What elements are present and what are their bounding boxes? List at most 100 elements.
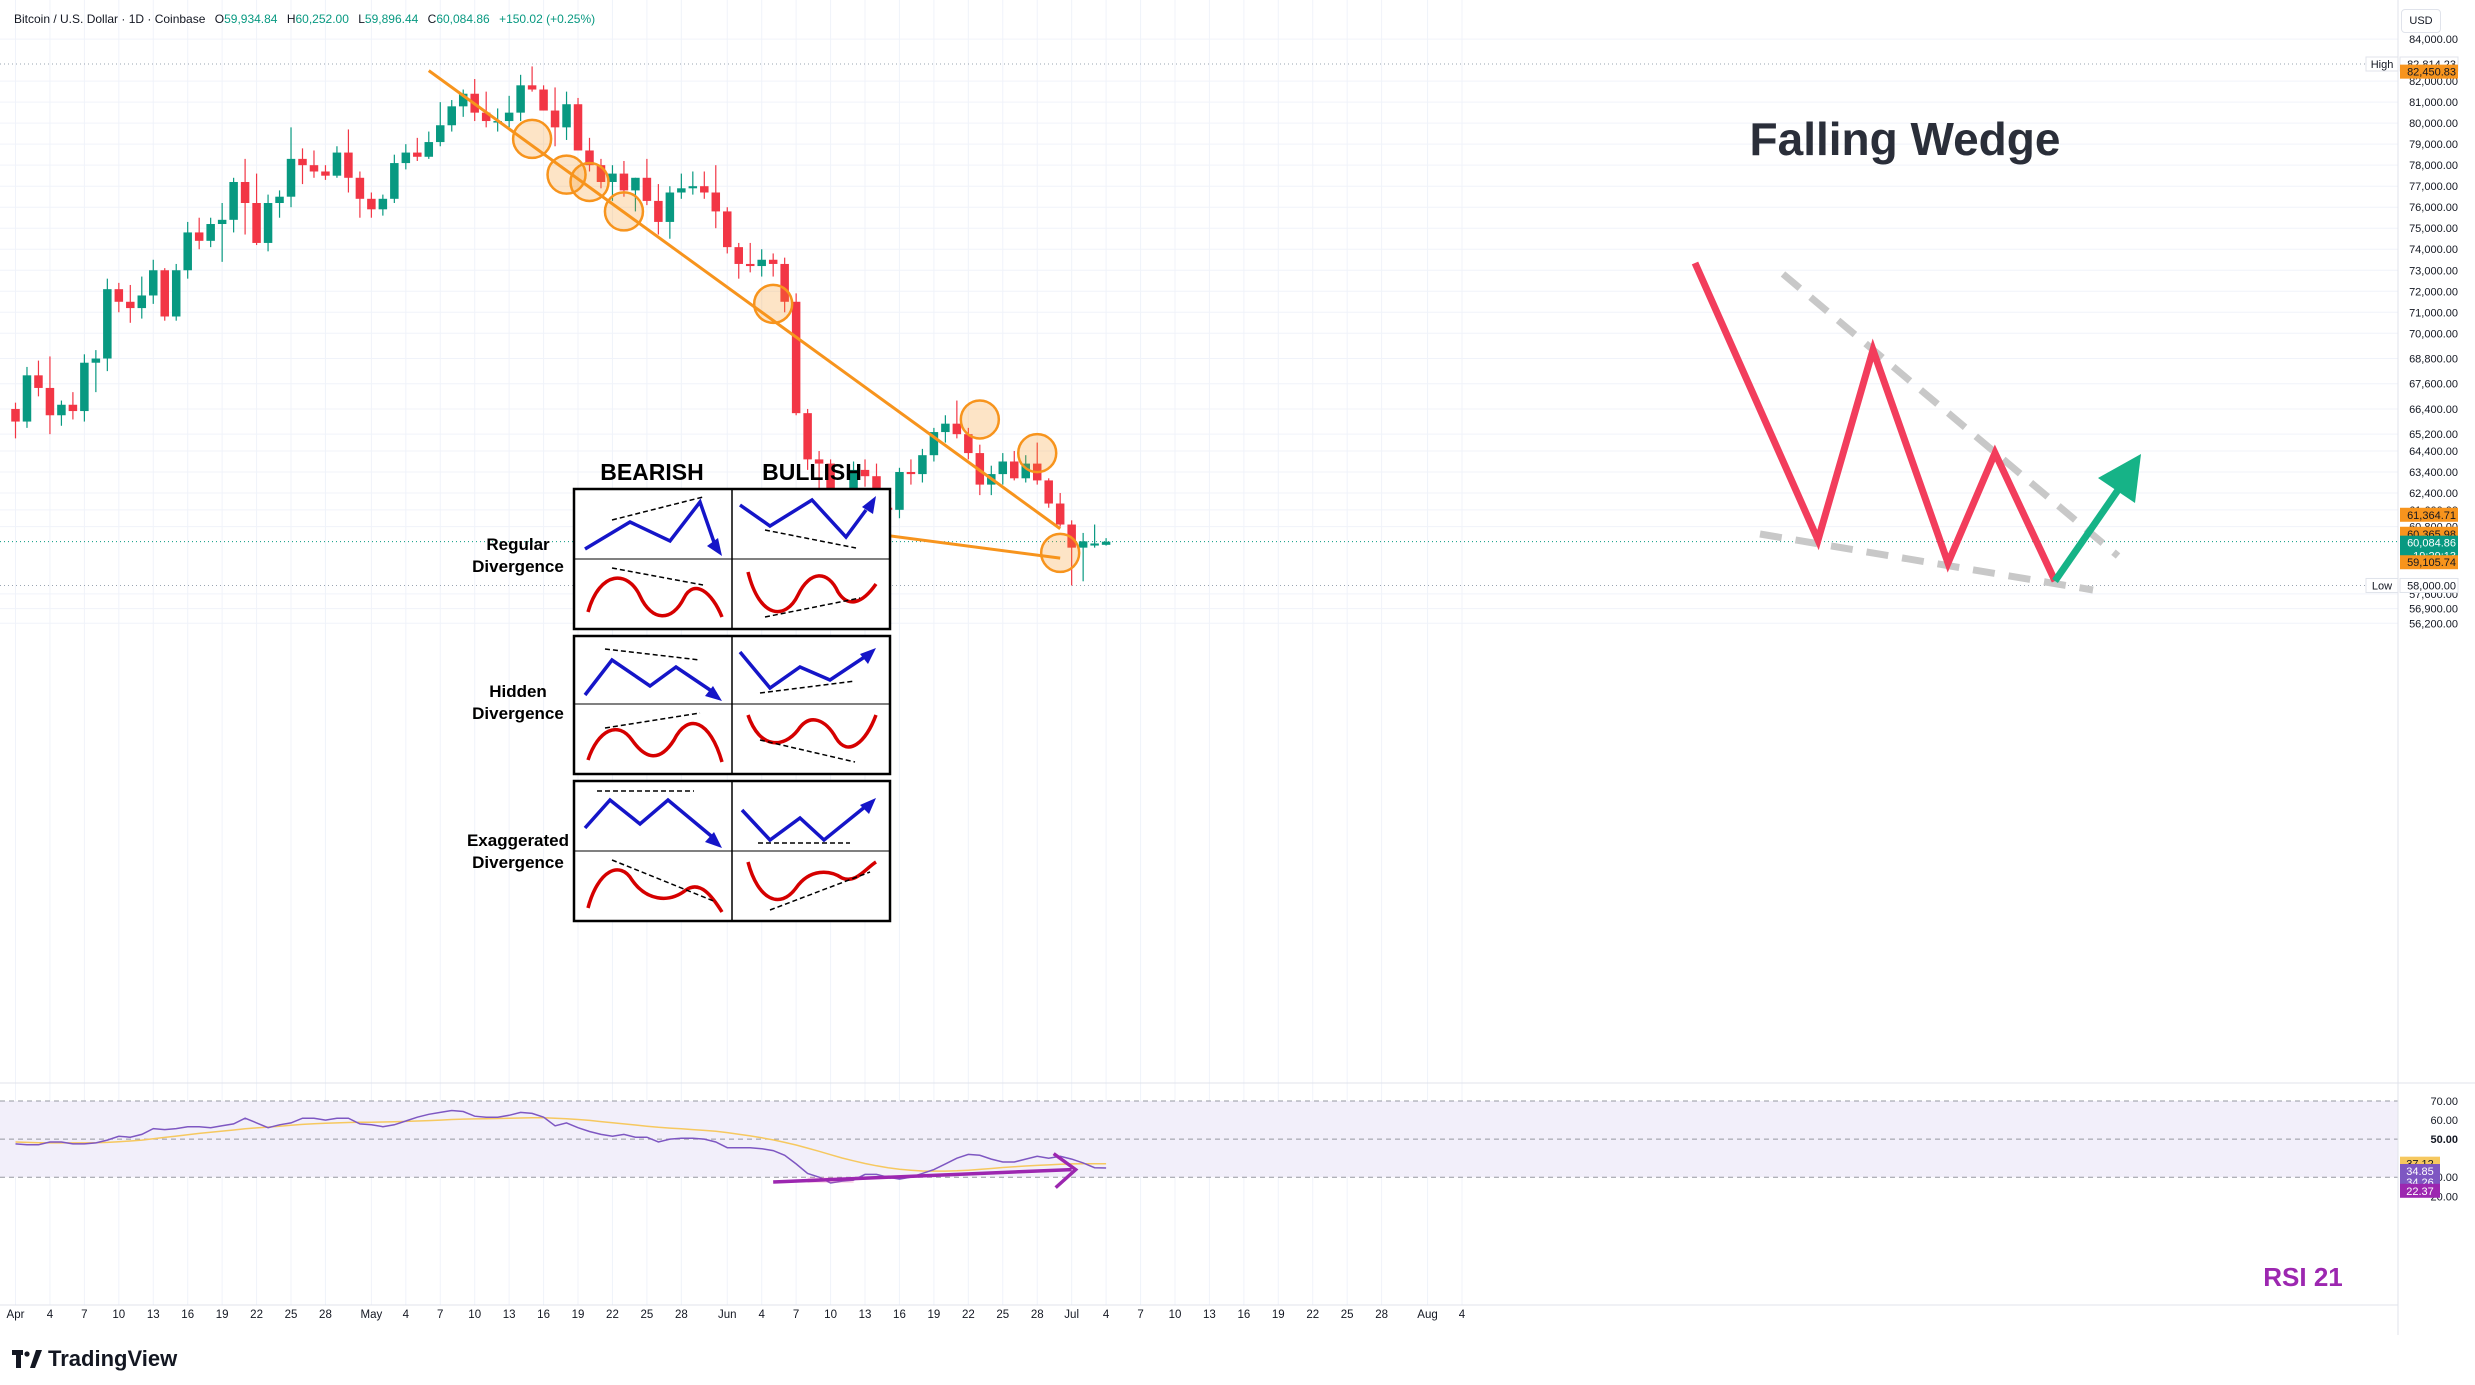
candle-body (952, 423, 962, 435)
candle-body (390, 163, 399, 199)
candle-body (57, 404, 66, 416)
rsi-panel-background (0, 1100, 2398, 1178)
touch-point-circle (752, 283, 794, 325)
exaggerated-bearish-price-line (583, 797, 718, 842)
hidden-bearish-arrow-head (705, 686, 722, 701)
breakout-arrow-shaft (2052, 488, 2121, 583)
candle-body (458, 93, 468, 107)
candle-body (252, 203, 261, 243)
chart-title: Falling Wedge (1750, 113, 2061, 165)
price-tick-label: 80,000.00 (2409, 118, 2458, 130)
price-tick-label: 72,000.00 (2409, 286, 2458, 298)
candle-body (860, 469, 870, 477)
time-tick-label: 7 (793, 1309, 799, 1321)
hidden-bullish-price-line (738, 650, 867, 691)
candle-body (619, 173, 629, 191)
candle-body (768, 259, 778, 264)
candle-body (11, 408, 20, 422)
rsi-value-label-bg (2400, 1183, 2440, 1198)
time-tick-label: 13 (1203, 1309, 1216, 1321)
hidden-bullish-osc-dashed (759, 739, 856, 763)
candle-body (1055, 503, 1065, 525)
candle-body (906, 471, 916, 475)
candle-body (677, 188, 686, 193)
candle-body (332, 152, 342, 176)
time-tick-label: 22 (606, 1309, 619, 1321)
candle-body (160, 270, 169, 317)
price-tick-label: 65,200.00 (2409, 429, 2458, 441)
time-tick-label: Aug (1417, 1309, 1437, 1321)
candle-body (1010, 461, 1019, 479)
candle-body (217, 219, 227, 225)
exaggerated-bearish-osc-curve (586, 868, 724, 913)
rsi-value-label-bg (2400, 1163, 2440, 1178)
candle-body (275, 196, 284, 204)
falling-wedge-illustration (1691, 261, 2141, 594)
touch-point-circle (569, 161, 610, 203)
candle-body (229, 181, 238, 220)
hidden-bearish-osc-curve (586, 721, 724, 763)
wedge-lower-dashed-line (1759, 530, 2094, 594)
price-axis-tag: High (2371, 59, 2394, 71)
price-tick-label: 56,200.00 (2409, 618, 2458, 630)
candle-body (780, 263, 789, 302)
candle-body (964, 434, 973, 454)
time-tick-label: 25 (1341, 1309, 1354, 1321)
time-tick-label: 22 (250, 1309, 263, 1321)
candle-body (91, 358, 101, 363)
exaggerated-bullish-osc-dashed (769, 871, 871, 911)
time-tick-label: 19 (572, 1309, 585, 1321)
divergence-cheatsheet: BEARISH BULLISH Regular Divergence Hidde… (467, 459, 892, 923)
rsi-label: RSI 21 (2263, 1262, 2343, 1292)
rsi-tick-label: 60.00 (2430, 1115, 2458, 1127)
currency-button[interactable]: USD (2401, 9, 2441, 33)
time-tick-label: 16 (181, 1309, 194, 1321)
rsi-tick-label: 50.00 (2430, 1134, 2458, 1146)
candle-body (194, 232, 204, 241)
time-tick-label: 4 (1103, 1309, 1110, 1321)
time-tick-label: Apr (7, 1309, 25, 1321)
price-tick-label: 73,000.00 (2409, 265, 2458, 277)
touch-point-circle (546, 154, 587, 195)
time-tick-label: 25 (996, 1309, 1009, 1321)
time-tick-label: 4 (758, 1309, 765, 1321)
time-tick-label: 4 (403, 1309, 410, 1321)
price-axis-tag-bg (2365, 56, 2399, 72)
candle-body (355, 177, 365, 199)
rsi-line (15, 1109, 1107, 1184)
candle-body (103, 289, 112, 359)
time-tick-label: 7 (437, 1309, 443, 1321)
price-tick-label: 82,000.00 (2409, 76, 2458, 88)
candle-body (1044, 480, 1053, 504)
candle-body (608, 173, 617, 182)
candle-body (367, 198, 376, 210)
candle-body (654, 200, 663, 222)
time-tick-label: 19 (1272, 1309, 1285, 1321)
candle-body (814, 459, 824, 464)
candle-body (68, 404, 78, 412)
price-tick-label: 84,000.00 (2409, 34, 2458, 46)
price-tick-label: 56,900.00 (2409, 604, 2458, 616)
price-tick-label: 62,400.00 (2409, 488, 2458, 500)
hidden-bearish-price-line (583, 657, 717, 697)
price-axis-label-bg (2399, 577, 2459, 593)
axes: 84,000.00 82,000.00 81,000.00 80,000.00 79,0… (0, 0, 2475, 1335)
time-tick-label: 16 (537, 1309, 550, 1321)
touch-point-circle (603, 191, 645, 232)
candle-body (1021, 463, 1030, 479)
time-tick-label: 28 (319, 1309, 332, 1321)
change-value: +150.02 (+0.25%) (499, 12, 596, 26)
candle-body (413, 152, 422, 157)
time-tick-label: 25 (285, 1309, 298, 1321)
price-tick-label: 79,000.00 (2409, 139, 2458, 151)
candle-body (206, 224, 215, 241)
candle-body (745, 263, 755, 267)
candle-body (321, 171, 330, 176)
exaggerated-bullish-price-line (740, 804, 868, 843)
price-tick-label: 77,000.00 (2409, 181, 2458, 193)
candle-body (1090, 543, 1099, 546)
ohlc-close: C60,084.86 (428, 12, 490, 26)
rsi-ma-line (15, 1117, 1107, 1172)
candle-body (45, 387, 55, 416)
